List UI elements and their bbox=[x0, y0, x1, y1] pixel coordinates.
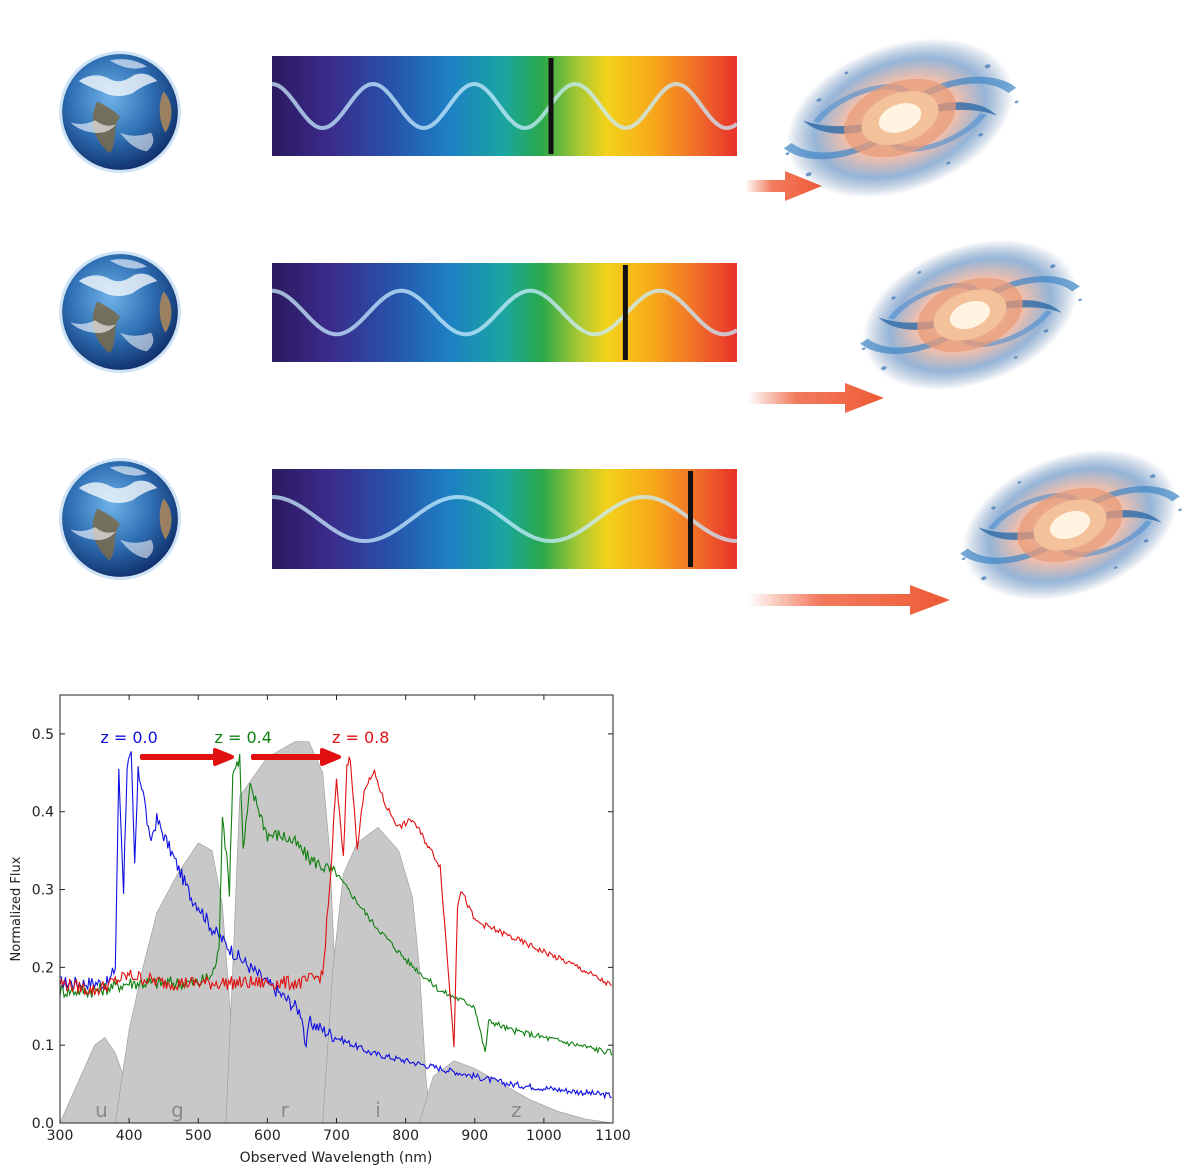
y-tick-label: 0.3 bbox=[32, 883, 54, 899]
shift-arrows bbox=[140, 748, 341, 766]
redshift-labels: z = 0.0 z = 0.4 z = 0.8 bbox=[100, 728, 389, 747]
row-3 bbox=[59, 422, 1198, 629]
y-tick-label: 0.5 bbox=[32, 727, 54, 743]
x-tick-label: 700 bbox=[323, 1128, 350, 1144]
absorption-line bbox=[622, 265, 628, 360]
x-tick-label: 900 bbox=[461, 1128, 488, 1144]
series-line bbox=[59, 755, 613, 1048]
light-wave bbox=[271, 81, 739, 131]
filter-label: g bbox=[171, 1098, 184, 1122]
redshift-illustration bbox=[59, 0, 1200, 629]
galaxy-icon bbox=[840, 212, 1098, 419]
y-tick-label: 0.0 bbox=[32, 1116, 54, 1132]
light-wave bbox=[271, 288, 739, 337]
x-tick-label: 1100 bbox=[595, 1128, 631, 1144]
filter-i bbox=[322, 826, 434, 1124]
filter-label: u bbox=[95, 1098, 108, 1122]
row-2 bbox=[59, 212, 1098, 419]
x-tick-label: 400 bbox=[116, 1128, 143, 1144]
shift-arrow bbox=[140, 748, 234, 766]
spectrum-band bbox=[272, 263, 737, 362]
shift-arrow bbox=[251, 748, 341, 766]
light-wave bbox=[271, 494, 738, 544]
absorption-line bbox=[688, 471, 693, 567]
series-line bbox=[59, 751, 612, 1100]
galaxy-icon bbox=[940, 422, 1198, 629]
y-axis-label: Normalized Flux bbox=[9, 856, 24, 961]
spectrum-band bbox=[272, 56, 737, 156]
filter-label: r bbox=[281, 1098, 290, 1122]
spectrum-series bbox=[59, 751, 613, 1100]
earth-icon bbox=[59, 458, 181, 580]
recession-arrow bbox=[745, 171, 822, 201]
redshift-label: z = 0.0 bbox=[100, 728, 157, 747]
x-tick-label: 500 bbox=[185, 1128, 212, 1144]
y-axis: 0.0 0.1 0.2 0.3 0.4 0.5 bbox=[32, 727, 613, 1132]
earth-icon bbox=[59, 51, 181, 173]
x-tick-label: 600 bbox=[254, 1128, 281, 1144]
y-tick-label: 0.4 bbox=[32, 805, 54, 821]
x-tick-label: 300 bbox=[47, 1128, 74, 1144]
x-axis-label: Observed Wavelength (nm) bbox=[240, 1150, 433, 1166]
earth-icon bbox=[59, 251, 181, 373]
absorption-line bbox=[548, 58, 554, 154]
y-tick-label: 0.1 bbox=[32, 1038, 54, 1054]
recession-arrow bbox=[748, 585, 950, 615]
x-tick-label: 800 bbox=[392, 1128, 419, 1144]
recession-arrow bbox=[748, 383, 884, 413]
redshift-spectrum-chart: 300 400 500 600 700 800 900 1000 1100 0.00.10.20… bbox=[9, 694, 631, 1166]
y-tick-label: 0.2 bbox=[32, 960, 54, 976]
row-1 bbox=[59, 9, 1036, 228]
filter-z bbox=[418, 1060, 614, 1124]
redshift-label: z = 0.8 bbox=[332, 728, 389, 747]
x-axis: 300 400 500 600 700 800 900 1000 1100 bbox=[47, 695, 631, 1144]
redshift-label: z = 0.4 bbox=[214, 728, 271, 747]
galaxy-icon bbox=[762, 9, 1036, 228]
filter-label: i bbox=[375, 1098, 381, 1122]
filter-label: z bbox=[511, 1098, 522, 1122]
x-tick-label: 1000 bbox=[526, 1128, 562, 1144]
filter-curves bbox=[59, 741, 614, 1124]
